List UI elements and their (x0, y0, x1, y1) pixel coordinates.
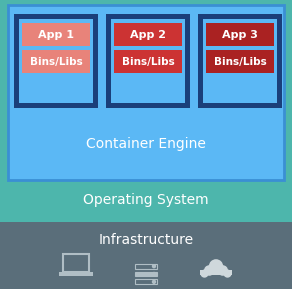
Bar (59, 272, 93, 276)
Bar (106, 103, 190, 108)
Text: Infrastructure: Infrastructure (98, 233, 194, 247)
Text: Bins/Libs: Bins/Libs (122, 57, 174, 66)
Bar (198, 14, 203, 108)
Bar (135, 264, 157, 268)
Circle shape (218, 265, 228, 276)
Text: App 3: App 3 (222, 29, 258, 40)
Bar (22, 23, 90, 46)
Bar (206, 50, 274, 73)
Text: Container Engine: Container Engine (86, 137, 206, 151)
Circle shape (152, 280, 156, 283)
Bar (0, 180, 292, 220)
Bar (206, 23, 274, 46)
Circle shape (204, 265, 215, 276)
Bar (277, 14, 282, 108)
Bar (198, 14, 282, 19)
Bar (0, 222, 292, 289)
Bar (106, 14, 111, 108)
Text: App 1: App 1 (38, 29, 74, 40)
Text: Bins/Libs: Bins/Libs (214, 57, 266, 66)
Text: Bins/Libs: Bins/Libs (29, 57, 82, 66)
Circle shape (152, 273, 156, 275)
Bar (22, 50, 90, 73)
Circle shape (223, 270, 232, 278)
Bar (200, 271, 232, 275)
Bar (14, 14, 98, 19)
Bar (185, 14, 190, 108)
Bar (14, 103, 98, 108)
Circle shape (152, 265, 156, 268)
Bar (135, 279, 157, 284)
Text: Operating System: Operating System (83, 193, 209, 207)
Bar (93, 14, 98, 108)
Circle shape (209, 259, 223, 274)
Bar (114, 50, 182, 73)
Bar (135, 272, 157, 276)
Text: App 2: App 2 (130, 29, 166, 40)
Bar (14, 14, 19, 108)
Bar (106, 14, 190, 19)
Bar (198, 103, 282, 108)
FancyBboxPatch shape (8, 5, 284, 180)
Bar (114, 23, 182, 46)
Circle shape (200, 270, 208, 278)
Bar (63, 254, 89, 272)
